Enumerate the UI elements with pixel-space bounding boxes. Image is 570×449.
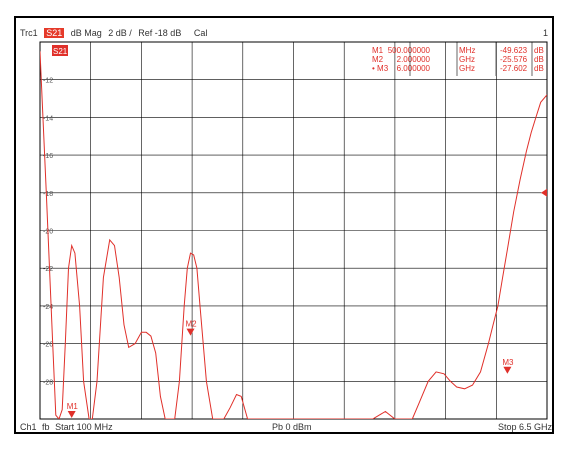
marker-table-value-unit: dB xyxy=(534,64,544,73)
marker-table-freq: 2.000000 xyxy=(397,55,431,64)
marker-table-freq-unit: GHz xyxy=(459,55,475,64)
marker-table-value: -49.623 xyxy=(500,46,528,55)
trace-ref[interactable]: Ref -18 dB xyxy=(138,28,182,38)
y-tick-label: -28 xyxy=(43,379,53,386)
marker-table-name: M1 xyxy=(372,46,384,55)
trace-badge-on-plot: S21 xyxy=(52,45,68,56)
marker-table-freq-unit: MHz xyxy=(459,46,475,55)
y-tick-label: -12 xyxy=(43,78,53,85)
marker-table-name: • M3 xyxy=(372,64,389,73)
marker-table-freq-unit: GHz xyxy=(459,64,475,73)
marker-label: M1 xyxy=(67,402,79,411)
marker-triangle xyxy=(67,411,76,418)
marker-table: M1 500.000000 MHz -49.623 dB M2 2.000000 GHz -25… xyxy=(372,42,544,76)
y-tick-label: -22 xyxy=(43,266,53,273)
trace-markers: M1 M2 M3 xyxy=(67,320,514,418)
footer-channel: Ch1 xyxy=(20,422,37,432)
y-tick-label: -24 xyxy=(43,304,53,311)
trace-badge-label: S21 xyxy=(53,47,68,56)
ref-level-arrow xyxy=(541,188,547,197)
trace-name: Trc1 xyxy=(20,28,38,38)
marker-table-freq: 500.000000 xyxy=(388,46,431,55)
channel-index: 1 xyxy=(543,28,549,38)
marker-table-name: M2 xyxy=(372,55,384,64)
marker-label: M2 xyxy=(186,320,198,329)
y-tick-label: -26 xyxy=(43,342,53,349)
trace-cal: Cal xyxy=(193,28,208,38)
stop-frequency[interactable]: Stop 6.5 GHz xyxy=(498,422,553,432)
marker-triangle xyxy=(186,328,195,336)
trace-scale[interactable]: 2 dB / xyxy=(108,28,132,38)
power-level[interactable]: Pb 0 dBm xyxy=(272,422,312,432)
marker-table-value-unit: dB xyxy=(534,46,544,55)
marker-table-value: -25.576 xyxy=(500,55,528,64)
marker-table-value: -27.602 xyxy=(500,64,528,73)
marker-label: M3 xyxy=(502,358,514,367)
plot-grid xyxy=(39,41,548,420)
ref-level-marker xyxy=(541,188,547,197)
y-tick-label: -18 xyxy=(43,191,53,198)
trace-header: Trc1 S21 dB Mag 2 dB / Ref -18 dB Cal xyxy=(20,28,211,38)
trace-format[interactable]: dB Mag xyxy=(70,28,102,38)
footer-start: Ch1 fb Start 100 MHz xyxy=(20,422,113,432)
y-tick-label: -16 xyxy=(43,153,53,160)
footer-fb: fb xyxy=(42,422,50,432)
trace-param-badge[interactable]: S21 xyxy=(44,28,65,38)
analyzer-display xyxy=(14,16,554,434)
trace-badge-box xyxy=(52,45,68,56)
start-frequency[interactable]: Start 100 MHz xyxy=(55,422,113,432)
marker-triangle xyxy=(503,366,512,374)
trace-line-s21 xyxy=(40,51,547,419)
marker-table-freq: 6.000000 xyxy=(397,64,431,73)
marker-table-value-unit: dB xyxy=(534,55,544,64)
y-tick-label: -14 xyxy=(43,115,53,122)
